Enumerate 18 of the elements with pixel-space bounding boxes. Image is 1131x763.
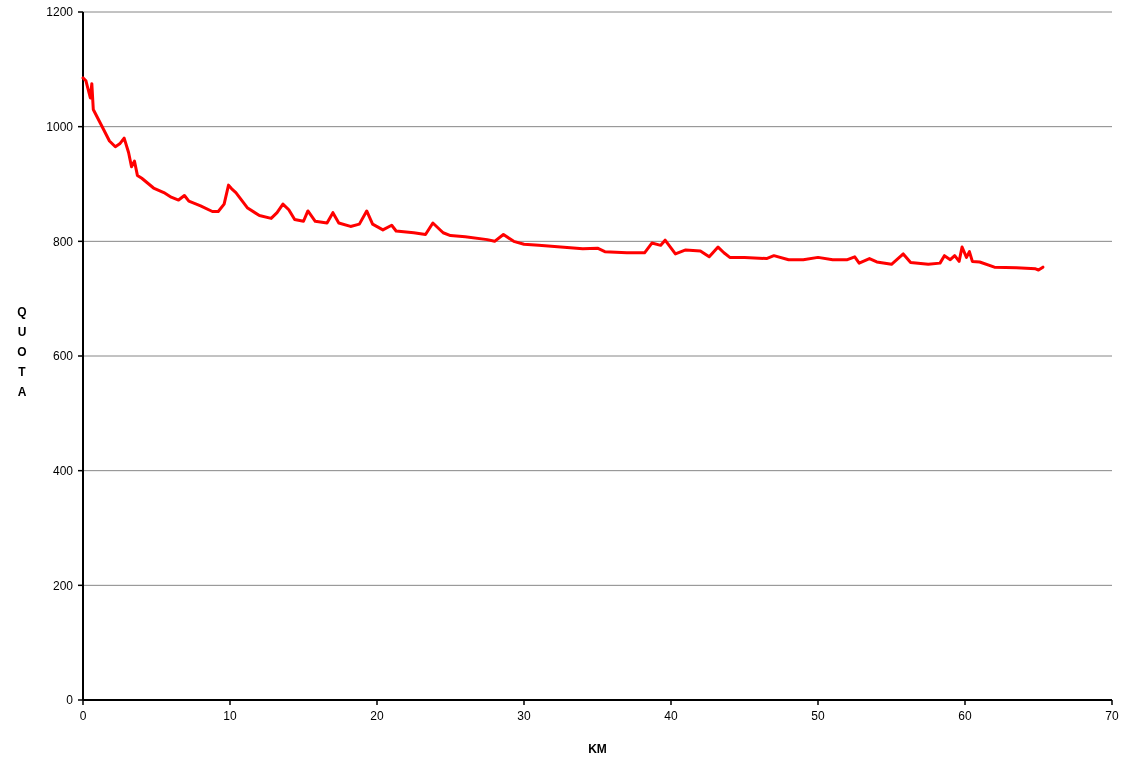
x-tick-label: 50: [811, 709, 825, 723]
x-tick-label: 0: [79, 709, 87, 723]
x-tick-label: 10: [223, 709, 237, 723]
line-series: [81, 76, 1045, 272]
y-tick-label: 400: [52, 463, 74, 478]
y-tick-label: 1000: [46, 119, 74, 134]
x-tick-label: 20: [370, 709, 384, 723]
y-tick-label: 800: [52, 234, 74, 249]
x-axis-title: KM: [588, 742, 607, 756]
y-axis-title: QUOTA: [17, 305, 27, 399]
y-tick-label: 1200: [46, 5, 74, 20]
y-tick-label: 200: [52, 578, 74, 593]
y-tick-label: 600: [52, 349, 74, 364]
x-tick-label: 30: [517, 709, 531, 723]
x-tick-label: 40: [664, 709, 678, 723]
x-tick-label: 70: [1105, 709, 1119, 723]
y-tick-label: 0: [66, 693, 74, 708]
x-tick-label: 60: [958, 709, 972, 723]
